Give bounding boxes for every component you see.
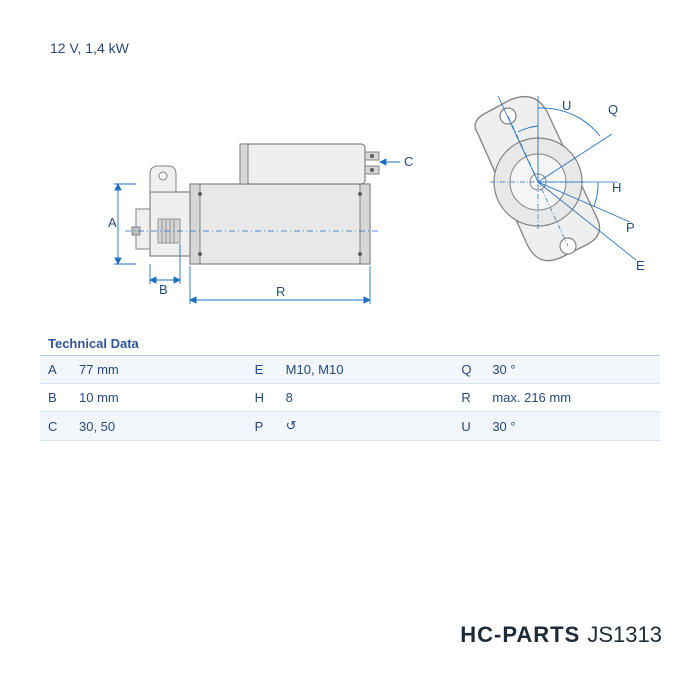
cell-val: 30 ° xyxy=(484,356,660,384)
datasheet-page: 12 V, 1,4 kW xyxy=(40,40,660,600)
brand-footer: HC-PARTS JS1313 xyxy=(460,622,662,648)
rotation-icon: ↺ xyxy=(286,418,297,434)
cell-val: 10 mm xyxy=(71,384,247,412)
table-title: Technical Data xyxy=(40,332,660,356)
cell-val: 8 xyxy=(278,384,454,412)
technical-data-table: A 77 mm E M10, M10 Q 30 ° B 10 mm H 8 R … xyxy=(40,356,660,441)
cell-key: Q xyxy=(453,356,484,384)
cell-val: ↺ xyxy=(278,412,454,441)
front-view: Q U H P E xyxy=(475,96,645,273)
table-row: C 30, 50 P ↺ U 30 ° xyxy=(40,412,660,441)
cell-key: B xyxy=(40,384,71,412)
dim-label-h: H xyxy=(612,180,621,195)
cell-val: 30, 50 xyxy=(71,412,247,441)
cell-val: M10, M10 xyxy=(278,356,454,384)
dim-label-q: Q xyxy=(608,102,618,117)
cell-key: P xyxy=(247,412,278,441)
cell-key: H xyxy=(247,384,278,412)
cell-key: E xyxy=(247,356,278,384)
dim-label-b: B xyxy=(159,282,168,297)
cell-val: 77 mm xyxy=(71,356,247,384)
cell-key: R xyxy=(453,384,484,412)
cell-val: max. 216 mm xyxy=(484,384,660,412)
diagram-svg: A B R xyxy=(40,74,660,324)
dim-label-c: C xyxy=(404,154,413,169)
side-view: A B R xyxy=(108,144,413,304)
dim-label-r: R xyxy=(276,284,285,299)
dim-label-u: U xyxy=(562,98,571,113)
dim-label-a: A xyxy=(108,215,117,230)
dim-label-e: E xyxy=(636,258,645,273)
brand-model: JS1313 xyxy=(587,622,662,647)
brand-name: HC-PARTS xyxy=(460,622,580,647)
cell-val: 30 ° xyxy=(484,412,660,441)
technical-diagram: A B R xyxy=(40,74,660,324)
cell-key: A xyxy=(40,356,71,384)
cell-key: U xyxy=(453,412,484,441)
dim-label-p: P xyxy=(626,220,635,235)
table-row: A 77 mm E M10, M10 Q 30 ° xyxy=(40,356,660,384)
table-row: B 10 mm H 8 R max. 216 mm xyxy=(40,384,660,412)
cell-key: C xyxy=(40,412,71,441)
power-rating: 12 V, 1,4 kW xyxy=(50,40,660,56)
